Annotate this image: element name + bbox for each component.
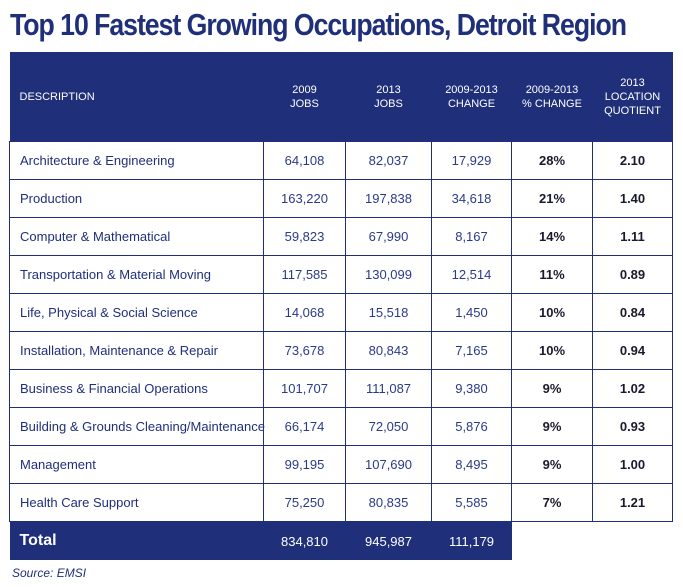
cell-percent-change: 7%: [511, 483, 593, 522]
cell-description: Health Care Support: [9, 483, 264, 522]
table-row: Business & Financial Operations 101,707 11…: [9, 369, 673, 408]
table-row: Transportation & Material Moving 117,585 1…: [9, 255, 673, 294]
total-blank-cell: [592, 521, 673, 560]
cell-location-quotient: 1.00: [592, 445, 673, 484]
source-note: Source: EMSI: [12, 566, 87, 580]
cell-2009-jobs: 117,585: [263, 255, 346, 294]
cell-2013-jobs: 67,990: [345, 217, 432, 256]
total-2009-jobs: 834,810: [263, 521, 346, 560]
cell-change: 34,618: [431, 179, 512, 218]
cell-percent-change: 9%: [511, 445, 593, 484]
cell-change: 5,876: [431, 407, 512, 446]
occupations-table: DESCRIPTION 2009 JOBS 2013 JOBS 2009-201…: [9, 52, 673, 560]
header-percent-change: 2009-2013 % CHANGE: [511, 52, 593, 142]
cell-location-quotient: 0.94: [592, 331, 673, 370]
total-change: 111,179: [431, 521, 512, 560]
cell-change: 17,929: [431, 141, 512, 180]
cell-description: Building & Grounds Cleaning/Maintenance: [9, 407, 265, 446]
header-2013-jobs: 2013 JOBS: [345, 52, 432, 142]
cell-description: Transportation & Material Moving: [9, 255, 264, 294]
cell-change: 7,165: [431, 331, 512, 370]
cell-percent-change: 21%: [511, 179, 593, 218]
cell-change: 8,495: [431, 445, 512, 484]
total-blank-cell: [511, 521, 593, 560]
cell-percent-change: 9%: [511, 407, 593, 446]
cell-description: Management: [9, 445, 264, 484]
cell-2009-jobs: 64,108: [263, 141, 346, 180]
cell-2009-jobs: 75,250: [263, 483, 346, 522]
table-row: Production 163,220 197,838 34,618 21% 1.40: [9, 179, 673, 218]
header-change: 2009-2013 CHANGE: [431, 52, 512, 142]
header-location-quotient: 2013 LOCATION QUOTIENT: [592, 52, 673, 142]
cell-description: Installation, Maintenance & Repair: [9, 331, 264, 370]
cell-change: 5,585: [431, 483, 512, 522]
cell-description: Architecture & Engineering: [9, 141, 264, 180]
cell-2013-jobs: 82,037: [345, 141, 432, 180]
cell-percent-change: 10%: [511, 331, 593, 370]
cell-change: 9,380: [431, 369, 512, 408]
cell-2013-jobs: 130,099: [345, 255, 432, 294]
cell-2013-jobs: 15,518: [345, 293, 432, 332]
cell-2009-jobs: 101,707: [263, 369, 346, 408]
cell-2013-jobs: 197,838: [345, 179, 432, 218]
total-2013-jobs: 945,987: [345, 521, 432, 560]
cell-2009-jobs: 59,823: [263, 217, 346, 256]
cell-2009-jobs: 14,068: [263, 293, 346, 332]
cell-description: Business & Financial Operations: [9, 369, 264, 408]
cell-location-quotient: 1.21: [592, 483, 673, 522]
cell-2013-jobs: 80,835: [345, 483, 432, 522]
page-title: Top 10 Fastest Growing Occupations, Detr…: [10, 7, 627, 42]
cell-2013-jobs: 80,843: [345, 331, 432, 370]
table-row: Architecture & Engineering 64,108 82,037 17…: [9, 141, 673, 180]
cell-location-quotient: 1.11: [592, 217, 673, 256]
cell-2013-jobs: 111,087: [345, 369, 432, 408]
table-row: Installation, Maintenance & Repair 73,678…: [9, 331, 673, 370]
cell-location-quotient: 0.89: [592, 255, 673, 294]
cell-2009-jobs: 66,174: [263, 407, 346, 446]
cell-2013-jobs: 107,690: [345, 445, 432, 484]
table-row: Health Care Support 75,250 80,835 5,585 7% 1.…: [9, 483, 673, 522]
cell-description: Life, Physical & Social Science: [9, 293, 264, 332]
total-row: Total 834,810 945,987 111,179: [9, 521, 673, 560]
cell-location-quotient: 1.40: [592, 179, 673, 218]
cell-description: Production: [9, 179, 264, 218]
cell-2009-jobs: 99,195: [263, 445, 346, 484]
cell-change: 12,514: [431, 255, 512, 294]
table-row: Management 99,195 107,690 8,495 9% 1.00: [9, 445, 673, 484]
table-row: Computer & Mathematical 59,823 67,990 8,167…: [9, 217, 673, 256]
header-row: DESCRIPTION 2009 JOBS 2013 JOBS 2009-201…: [9, 52, 673, 142]
cell-percent-change: 10%: [511, 293, 593, 332]
cell-percent-change: 9%: [511, 369, 593, 408]
cell-location-quotient: 2.10: [592, 141, 673, 180]
cell-2009-jobs: 163,220: [263, 179, 346, 218]
cell-change: 8,167: [431, 217, 512, 256]
table-row: Life, Physical & Social Science 14,068 15,…: [9, 293, 673, 332]
cell-description: Computer & Mathematical: [9, 217, 264, 256]
cell-percent-change: 28%: [511, 141, 593, 180]
cell-location-quotient: 1.02: [592, 369, 673, 408]
cell-change: 1,450: [431, 293, 512, 332]
table-row: Building & Grounds Cleaning/Maintenance 6…: [9, 407, 673, 446]
cell-location-quotient: 0.84: [592, 293, 673, 332]
total-label: Total: [9, 521, 264, 560]
cell-location-quotient: 0.93: [592, 407, 673, 446]
cell-percent-change: 14%: [511, 217, 593, 256]
header-2009-jobs: 2009 JOBS: [263, 52, 346, 142]
table-body: Architecture & Engineering 64,108 82,037 17…: [9, 141, 673, 560]
cell-2009-jobs: 73,678: [263, 331, 346, 370]
cell-2013-jobs: 72,050: [345, 407, 432, 446]
header-description: DESCRIPTION: [9, 52, 264, 142]
cell-percent-change: 11%: [511, 255, 593, 294]
